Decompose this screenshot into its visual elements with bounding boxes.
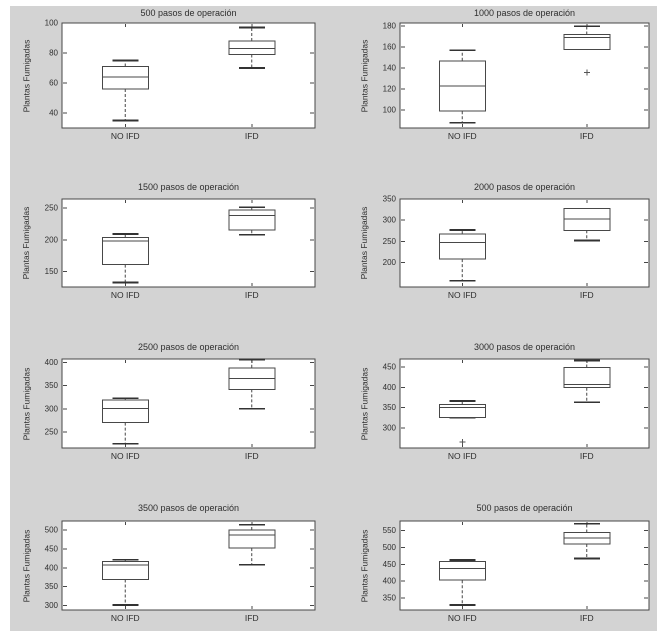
figure-background	[10, 6, 657, 631]
